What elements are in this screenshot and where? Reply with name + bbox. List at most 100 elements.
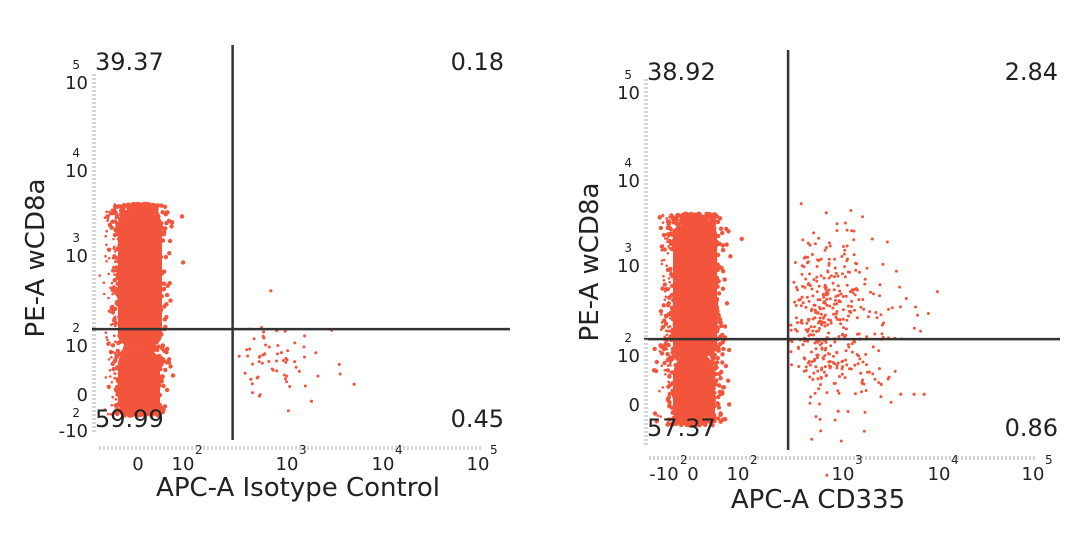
event-dot (113, 372, 116, 375)
event-dot (302, 345, 306, 349)
event-dot (113, 260, 117, 264)
event-dot (113, 334, 116, 338)
event-dot (164, 387, 170, 393)
event-dot (170, 373, 176, 378)
y-tick-exponent: 4 (72, 146, 80, 160)
event-dot (109, 286, 112, 290)
event-dot (110, 343, 116, 348)
event-dot (107, 296, 110, 300)
event-dot (246, 354, 250, 358)
x-tick-label: 10 (172, 454, 195, 475)
event-dot (111, 395, 114, 399)
event-dot (263, 352, 266, 356)
event-dot (283, 377, 287, 381)
event-dot (114, 217, 118, 220)
y-tick-label: 10 (65, 246, 88, 267)
event-dot (115, 348, 121, 354)
event-dot (103, 292, 106, 296)
event-dot (671, 220, 676, 225)
event-dot (160, 374, 165, 379)
event-dot (293, 360, 297, 364)
event-dot (163, 254, 169, 260)
x-tick-label: 10 (467, 454, 490, 475)
event-dot (288, 385, 292, 388)
event-dot (105, 210, 108, 213)
event-dot (658, 309, 664, 314)
event-dot (284, 356, 288, 360)
event-dot (150, 202, 155, 208)
event-dot (237, 354, 241, 358)
event-dot (294, 365, 298, 369)
event-dot (112, 278, 116, 282)
quadrant-lower-left-value: 59.99 (95, 405, 164, 433)
event-dot (113, 289, 117, 293)
event-dot (127, 346, 132, 351)
y-tick-label: 10 (65, 73, 88, 94)
event-dot (666, 342, 671, 348)
event-dot (113, 273, 116, 276)
event-density-core (118, 214, 162, 345)
event-dot (161, 281, 167, 286)
event-dot (164, 302, 169, 307)
event-dot (162, 317, 168, 322)
event-dot (115, 353, 120, 358)
event-dot (111, 292, 114, 296)
x-tick-exponent: 3 (299, 443, 307, 457)
y-axis-minor-ticks (92, 74, 96, 432)
event-dot (105, 229, 108, 233)
event-dot (720, 286, 726, 291)
event-dot (279, 351, 283, 355)
event-dot (113, 321, 118, 326)
event-dot (718, 376, 723, 381)
event-dot (720, 360, 725, 365)
event-dot (110, 208, 114, 212)
event-dot (138, 208, 144, 214)
event-dot (113, 206, 116, 210)
event-dot (662, 247, 667, 252)
event-dot (113, 340, 117, 344)
event-dot (720, 352, 725, 357)
quadrant-upper-right-value: 0.18 (451, 48, 504, 76)
event-dot (113, 203, 117, 206)
event-dot (106, 338, 109, 342)
event-dot (162, 204, 168, 209)
event-dot (262, 336, 266, 340)
event-dot (104, 376, 108, 379)
y-tick-label: 10 (65, 161, 88, 182)
event-dot (165, 210, 170, 215)
event-dot (163, 367, 168, 373)
event-dot (107, 272, 110, 276)
event-dot (269, 289, 273, 293)
event-dot (102, 281, 106, 285)
event-dot (257, 360, 261, 364)
event-dot (293, 341, 297, 345)
event-dot (262, 330, 266, 334)
event-dot (314, 351, 318, 355)
event-dot (108, 369, 112, 372)
event-dot (245, 348, 249, 352)
event-dot (714, 360, 720, 365)
event-dot (112, 310, 115, 313)
event-dot (164, 292, 170, 298)
event-dot (114, 269, 117, 273)
event-dot (135, 203, 141, 208)
event-dot (106, 247, 112, 252)
event-dots (98, 201, 356, 418)
event-dot (105, 336, 108, 339)
event-dot (108, 310, 111, 314)
event-dot (162, 348, 167, 353)
event-dot (168, 364, 173, 369)
event-dot (105, 243, 108, 246)
event-dot (114, 324, 117, 328)
event-dot (270, 367, 274, 371)
event-dot (243, 371, 247, 375)
event-dot (104, 234, 107, 238)
event-dot (111, 220, 114, 224)
event-dot (122, 210, 127, 215)
event-dot (161, 232, 166, 237)
event-dot (109, 375, 112, 378)
event-dot (654, 359, 659, 365)
event-dot (286, 409, 290, 413)
